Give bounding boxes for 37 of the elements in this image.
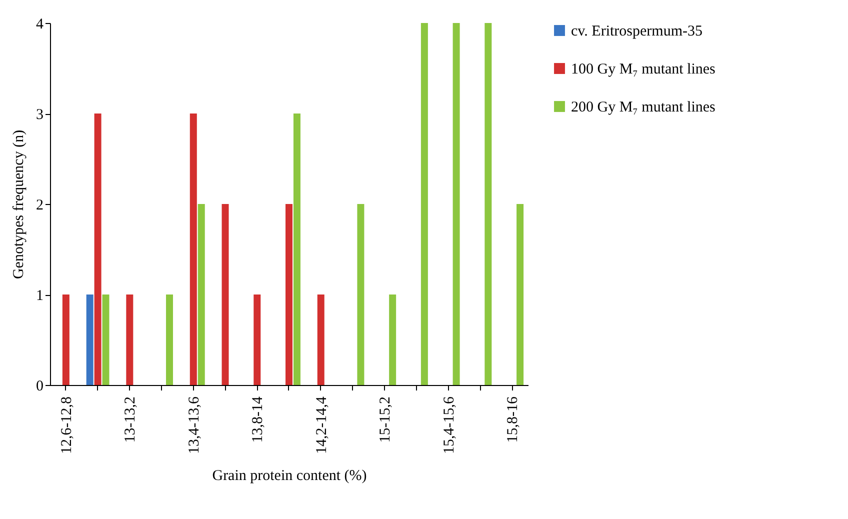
bar	[94, 114, 102, 385]
y-tick-label: 3	[36, 107, 44, 123]
y-tick-label: 0	[36, 378, 44, 394]
x-tick-label: 12,6-12,8	[58, 396, 75, 454]
x-tick-label: 14,2-14,4	[314, 396, 330, 454]
bar	[102, 294, 110, 385]
x-tick-label: 15-15,2	[378, 396, 394, 443]
bar	[484, 23, 492, 385]
legend-label: cv. Eritrospermum-35	[571, 24, 702, 40]
bar	[420, 23, 428, 385]
y-axis-title: Genotypes frequency (n)	[11, 130, 27, 280]
bar	[126, 294, 134, 385]
y-tick-label: 1	[36, 288, 44, 304]
x-tick-label: 15,8-16	[505, 396, 522, 443]
x-tick-label: 15,4-15,6	[441, 396, 458, 454]
x-axis-title: Grain protein content (%)	[212, 468, 367, 484]
bar	[293, 114, 300, 385]
x-tick-label: 13-13,2	[122, 396, 139, 443]
bar	[254, 294, 261, 385]
bar	[62, 294, 70, 385]
bar	[166, 294, 173, 385]
bar	[198, 204, 205, 385]
bar	[222, 204, 229, 385]
bar	[516, 204, 524, 385]
legend-label: 100 Gy M₇ mutant lines	[571, 62, 716, 78]
legend-label: 200 Gy M₇ mutant lines	[571, 100, 716, 116]
x-tick-label: 13,8-14	[250, 396, 266, 443]
bar	[190, 114, 197, 385]
y-tick-label: 2	[36, 198, 44, 214]
bar	[389, 294, 396, 385]
bar	[452, 23, 460, 385]
bar	[86, 294, 94, 385]
bar	[286, 204, 292, 385]
y-tick-label: 4	[36, 16, 44, 32]
x-tick-label: 13,4-13,6	[186, 396, 202, 454]
bar	[357, 204, 364, 385]
bar	[317, 294, 324, 385]
